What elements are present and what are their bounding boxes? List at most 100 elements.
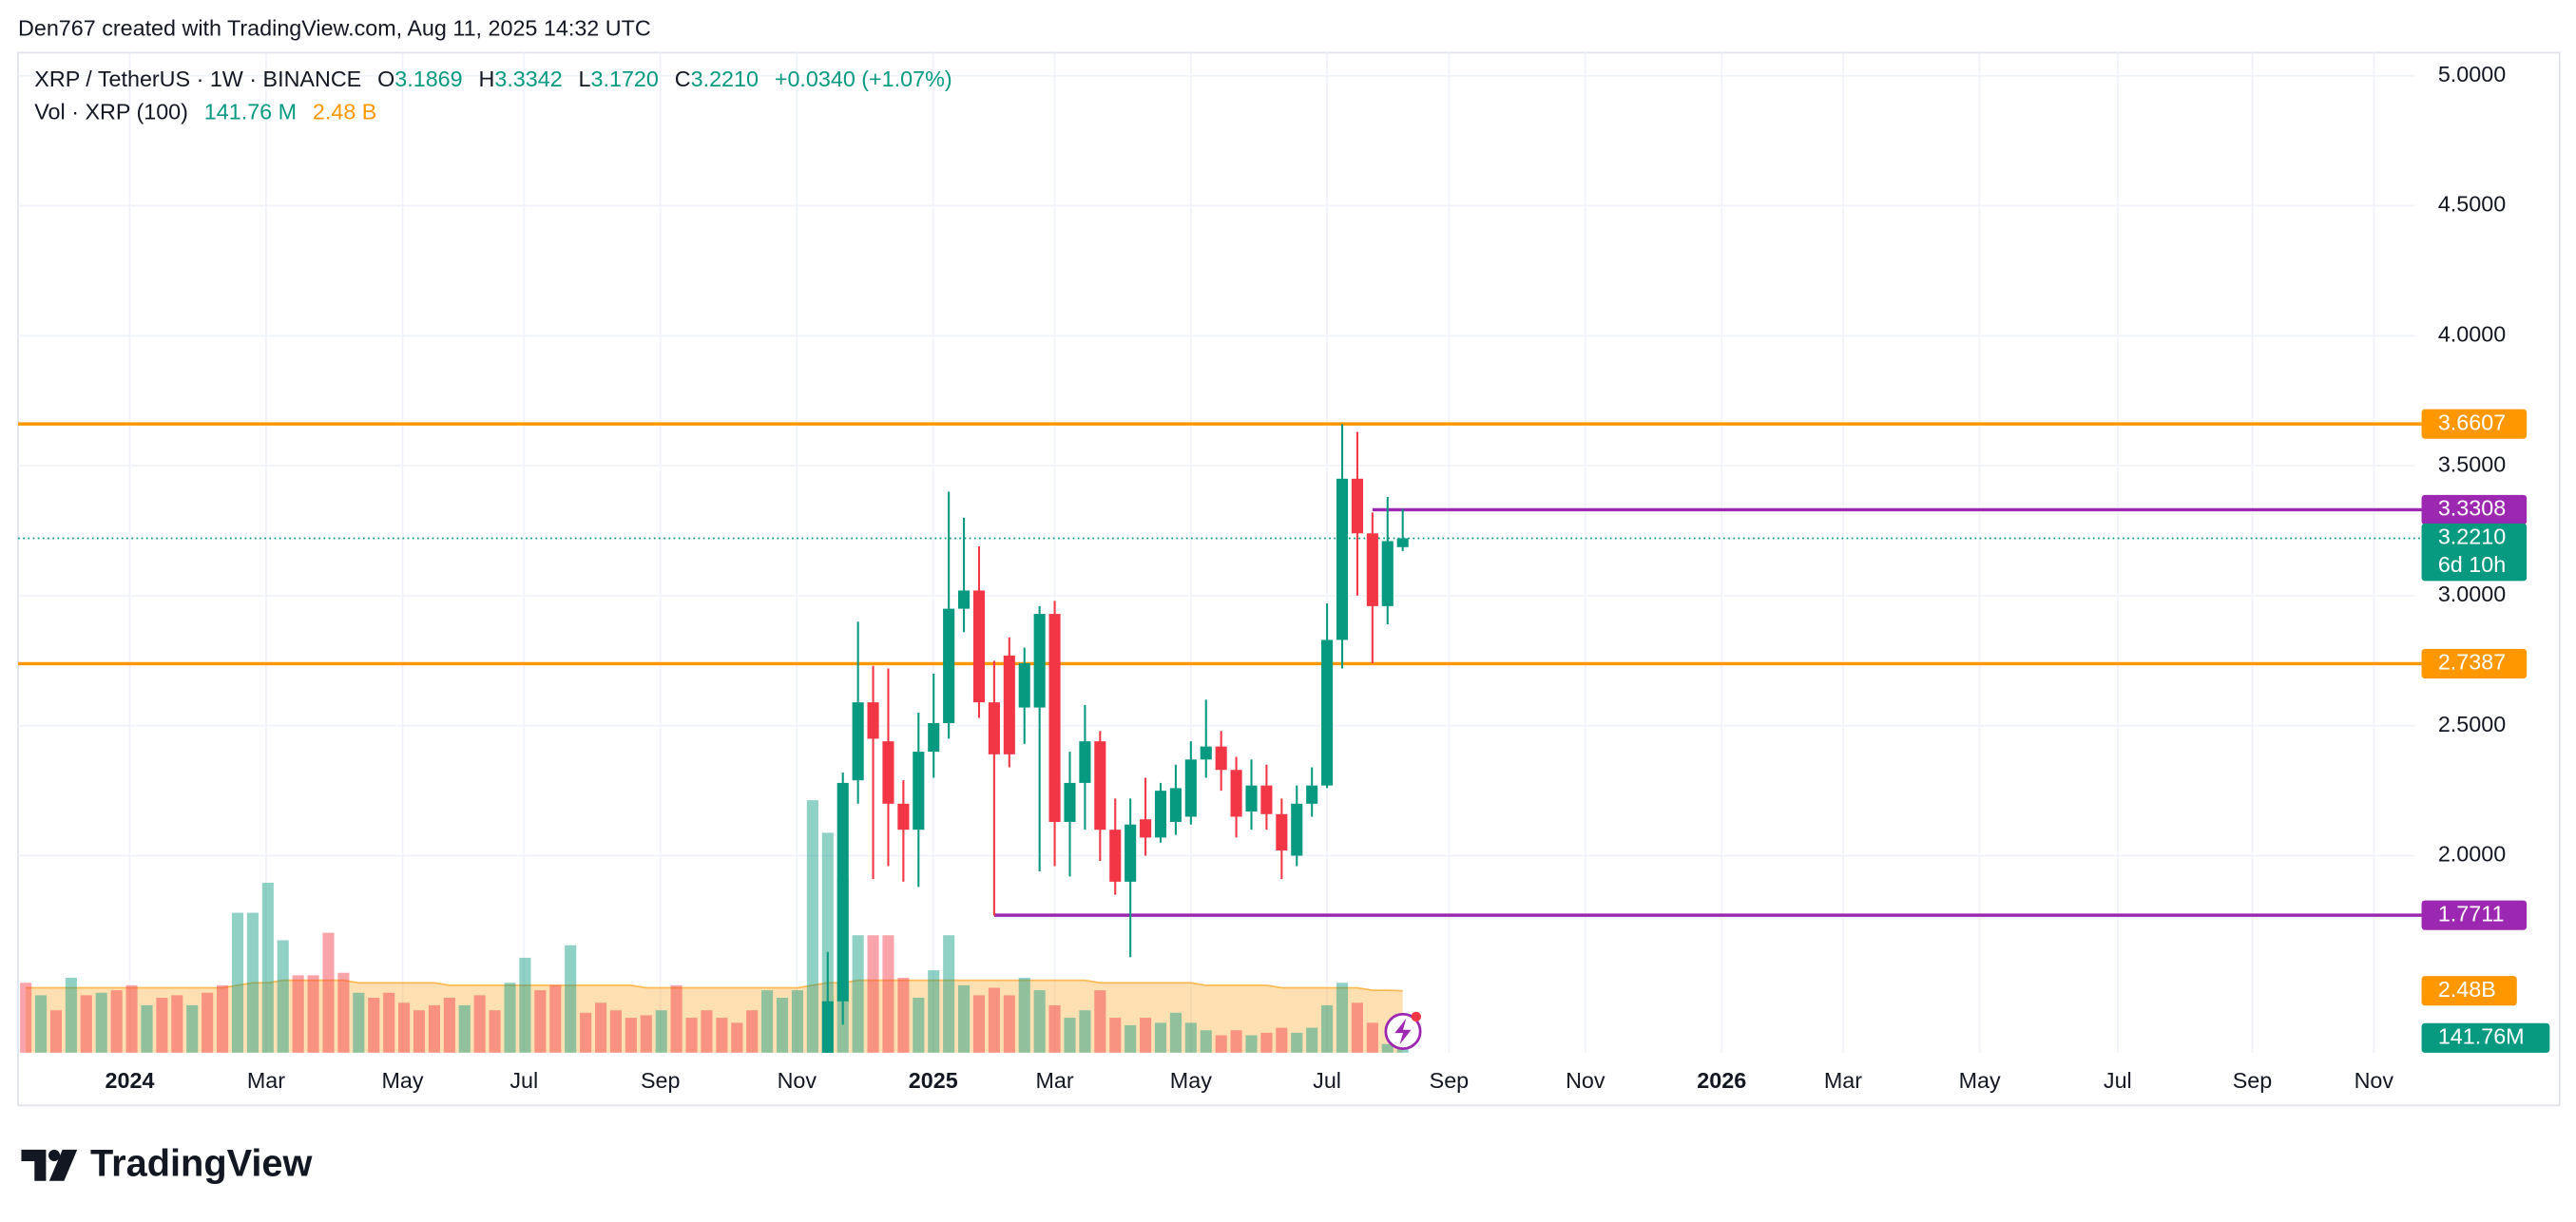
- x-tick-label: Sep: [1430, 1068, 1470, 1093]
- volume-bar: [353, 992, 365, 1053]
- volume-bar: [1064, 1018, 1076, 1053]
- volume-bar: [458, 1004, 471, 1053]
- volume-bar: [1230, 1030, 1242, 1053]
- x-tick-label: Jul: [509, 1068, 538, 1093]
- candle-body: [882, 741, 894, 804]
- level-box: [2421, 494, 2528, 525]
- volume-ma-value: 2.48 B: [313, 99, 376, 124]
- x-tick-label: Mar: [247, 1068, 285, 1093]
- volume-bar: [701, 1010, 713, 1053]
- volume-bar: [1079, 1010, 1091, 1053]
- x-tick-label: Nov: [778, 1068, 817, 1093]
- volume-bar: [625, 1018, 637, 1053]
- logo-text: TradingView: [90, 1143, 312, 1185]
- chart-frame: [17, 51, 2561, 1107]
- candle-body: [1003, 655, 1015, 754]
- volume-bar: [1291, 1032, 1303, 1053]
- volume-bar: [1200, 1030, 1212, 1053]
- volume-bar: [716, 1018, 728, 1053]
- volume-bar: [1366, 1022, 1378, 1053]
- volume-bar: [1381, 1043, 1394, 1053]
- candle-body: [1306, 785, 1318, 804]
- x-tick-label: Jul: [1313, 1068, 1341, 1093]
- volume-bar: [1276, 1027, 1288, 1053]
- volume-bar: [202, 992, 214, 1053]
- volume-bar: [972, 995, 986, 1053]
- level-label: 2.7387: [2438, 650, 2506, 675]
- candle-body: [913, 752, 925, 831]
- volume-box-label: 141.76M: [2438, 1024, 2525, 1049]
- candle-body: [1245, 785, 1258, 812]
- volume-bar: [156, 998, 168, 1053]
- candle-body: [1125, 824, 1137, 882]
- y-tick-label: 2.0000: [2438, 842, 2506, 867]
- volume-bar: [1351, 1002, 1363, 1053]
- volume-bar: [534, 990, 547, 1053]
- candle-body: [1154, 791, 1167, 838]
- last-price-box: [2421, 523, 2528, 582]
- last-price-label: 3.2210: [2438, 525, 2506, 549]
- x-tick-label: Mar: [1035, 1068, 1073, 1093]
- ohlc-key: L: [579, 67, 591, 91]
- x-tick-label: 2025: [909, 1068, 958, 1093]
- x-tick-label: Sep: [2233, 1068, 2273, 1093]
- level-box: [2421, 409, 2528, 439]
- volume-bar: [1169, 1012, 1182, 1053]
- ohlc-key: H: [478, 67, 494, 91]
- candle-body: [958, 590, 971, 609]
- volume-bar: [473, 995, 486, 1053]
- ohlc-value: 3.2210: [691, 67, 759, 91]
- volume-bar: [292, 975, 304, 1053]
- candle-body: [972, 590, 986, 703]
- y-tick-label: 5.0000: [2438, 62, 2506, 86]
- volume-bar: [943, 935, 955, 1053]
- level-label: 1.7711: [2438, 901, 2505, 926]
- volume-bar: [670, 984, 682, 1053]
- volume-bar: [565, 945, 577, 1053]
- ohlc-key: C: [675, 67, 691, 91]
- candle-body: [988, 702, 1000, 754]
- volume-bar: [110, 990, 123, 1053]
- volume-ma-box: [2421, 976, 2517, 1006]
- candle-body: [928, 722, 940, 753]
- symbol: XRP / TetherUS · 1W · BINANCE: [34, 67, 361, 91]
- candle-body: [1381, 541, 1394, 606]
- volume-pane: [20, 800, 1409, 1053]
- candle-body: [943, 608, 955, 723]
- grid: [18, 52, 2415, 1053]
- volume-bar: [913, 998, 925, 1053]
- volume-value: 141.76 M: [204, 99, 297, 124]
- volume-bar: [1154, 1022, 1167, 1053]
- volume-bar: [125, 984, 138, 1053]
- volume-bar: [413, 1010, 426, 1053]
- volume-bar: [337, 972, 350, 1053]
- volume-bar: [141, 1004, 153, 1053]
- volume-bar: [519, 957, 531, 1053]
- candle-body: [1276, 813, 1288, 851]
- volume-bar: [504, 983, 516, 1053]
- volume-bar: [655, 1010, 667, 1053]
- volume-ma-box-label: 2.48B: [2438, 977, 2496, 1002]
- volume-bar: [791, 990, 804, 1053]
- volume-bar: [20, 983, 32, 1053]
- replay-icon[interactable]: [1384, 1011, 1422, 1050]
- volume-bar: [428, 1004, 440, 1053]
- credit: Den767 created with TradingView.com, Aug…: [18, 15, 651, 40]
- volume-bar: [1245, 1035, 1258, 1053]
- y-tick-label: 3.0000: [2438, 582, 2506, 606]
- y-tick-label: 3.5000: [2438, 451, 2506, 476]
- volume-ma-area: [26, 980, 1403, 1053]
- candle-body: [1048, 614, 1061, 822]
- volume-bar: [1109, 1018, 1122, 1053]
- volume-bar: [821, 832, 834, 1053]
- volume-box: [2421, 1022, 2550, 1053]
- x-tick-label: Sep: [641, 1068, 681, 1093]
- candle-body: [1033, 614, 1046, 708]
- volume-bar: [443, 998, 455, 1053]
- volume-bar: [1215, 1035, 1227, 1053]
- candle-body: [1200, 746, 1212, 760]
- volume-bar: [1306, 1027, 1318, 1053]
- legend: XRP / TetherUS · 1W · BINANCE O3.1869 H3…: [34, 67, 952, 91]
